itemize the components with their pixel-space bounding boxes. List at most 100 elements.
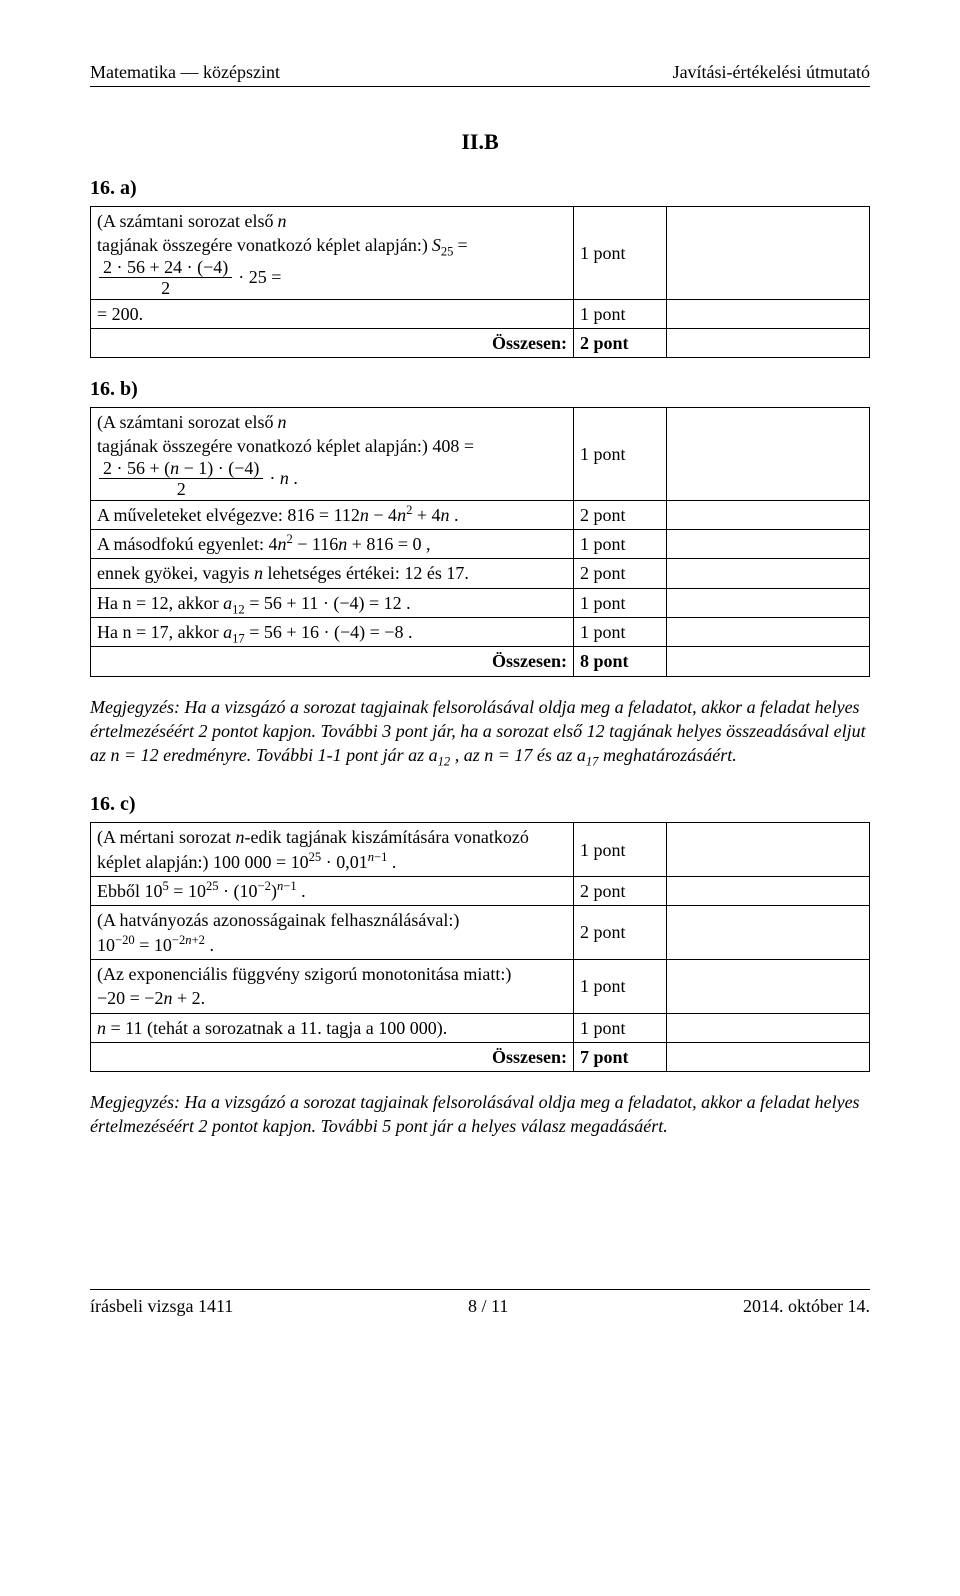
cell-note bbox=[667, 906, 870, 960]
denominator: 2 bbox=[99, 278, 232, 297]
task-16a-heading: 16. a) bbox=[90, 175, 870, 202]
cell-note bbox=[667, 617, 870, 646]
table-row: Ha n = 12, akkor a12 = 56 + 11 · (−4) = … bbox=[91, 588, 870, 617]
cell-note bbox=[667, 500, 870, 529]
table-row: = 200. 1 pont bbox=[91, 299, 870, 328]
note-16b: Megjegyzés: Ha a vizsgázó a sorozat tagj… bbox=[90, 695, 870, 768]
table-row: Ebből 105 = 1025 · (10−2)n−1 . 2 pont bbox=[91, 877, 870, 906]
cell-desc: A másodfokú egyenlet: 4n2 − 116n + 816 =… bbox=[91, 530, 574, 559]
text: = bbox=[457, 233, 467, 257]
denominator: 2 bbox=[99, 479, 263, 498]
cell-desc: (A hatványozás azonosságainak felhasznál… bbox=[91, 906, 574, 960]
cell-note bbox=[667, 206, 870, 299]
cell-desc: A műveleteket elvégezve: 816 = 112n − 4n… bbox=[91, 500, 574, 529]
text: · 25 = bbox=[238, 265, 281, 289]
cell-desc: Ha n = 12, akkor a12 = 56 + 11 · (−4) = … bbox=[91, 588, 574, 617]
cell-points: 2 pont bbox=[573, 877, 666, 906]
table-row-total: Összesen: 2 pont bbox=[91, 328, 870, 357]
cell-desc: (Az exponenciális függvény szigorú monot… bbox=[91, 959, 574, 1013]
cell-points: 2 pont bbox=[573, 906, 666, 960]
footer-rule bbox=[90, 1289, 870, 1290]
note-16c: Megjegyzés: Ha a vizsgázó a sorozat tagj… bbox=[90, 1090, 870, 1139]
numerator: 2 · 56 + (n − 1) · (−4) bbox=[99, 459, 263, 479]
cell-note bbox=[667, 559, 870, 588]
cell-total-points: 8 pont bbox=[573, 647, 666, 676]
table-row: Ha n = 17, akkor a17 = 56 + 16 · (−4) = … bbox=[91, 617, 870, 646]
table-row: (A számtani sorozat első n tagjának össz… bbox=[91, 206, 870, 299]
cell-points: 2 pont bbox=[573, 500, 666, 529]
cell-points: 1 pont bbox=[573, 530, 666, 559]
table-16c: (A mértani sorozat n-edik tagjának kiszá… bbox=[90, 822, 870, 1072]
cell-points: 1 pont bbox=[573, 959, 666, 1013]
table-row: n = 11 (tehát a sorozatnak a 11. tagja a… bbox=[91, 1013, 870, 1042]
var-n: n bbox=[277, 410, 286, 434]
cell-desc: ennek gyökei, vagyis n lehetséges értéke… bbox=[91, 559, 574, 588]
table-row: (Az exponenciális függvény szigorú monot… bbox=[91, 959, 870, 1013]
cell-desc: (A mértani sorozat n-edik tagjának kiszá… bbox=[91, 823, 574, 877]
table-row: A műveleteket elvégezve: 816 = 112n − 4n… bbox=[91, 500, 870, 529]
cell-desc: Ebből 105 = 1025 · (10−2)n−1 . bbox=[91, 877, 574, 906]
cell-note bbox=[667, 530, 870, 559]
cell-note bbox=[667, 877, 870, 906]
text: · n . bbox=[269, 466, 298, 490]
cell-points: 1 pont bbox=[573, 206, 666, 299]
header-left: Matematika — középszint bbox=[90, 60, 280, 84]
term-S25: S25 bbox=[432, 233, 454, 257]
table-16b: (A számtani sorozat első n tagjának össz… bbox=[90, 407, 870, 676]
cell-points: 1 pont bbox=[573, 408, 666, 501]
text: tagjának összegére vonatkozó képlet alap… bbox=[97, 233, 428, 257]
text: (Az exponenciális függvény szigorú monot… bbox=[97, 962, 567, 986]
text: tagjának összegére vonatkozó képlet alap… bbox=[97, 434, 474, 458]
table-row: ennek gyökei, vagyis n lehetséges értéke… bbox=[91, 559, 870, 588]
cell-note bbox=[667, 647, 870, 676]
cell-note bbox=[667, 959, 870, 1013]
cell-note bbox=[667, 299, 870, 328]
cell-desc: n = 11 (tehát a sorozatnak a 11. tagja a… bbox=[91, 1013, 574, 1042]
page-header: Matematika — középszint Javítási-értékel… bbox=[90, 60, 870, 84]
cell-note bbox=[667, 328, 870, 357]
footer-center: 8 / 11 bbox=[468, 1294, 508, 1318]
header-rule bbox=[90, 86, 870, 87]
footer-left: írásbeli vizsga 1411 bbox=[90, 1294, 233, 1318]
cell-total-points: 2 pont bbox=[573, 328, 666, 357]
footer-right: 2014. október 14. bbox=[743, 1294, 870, 1318]
cell-desc: Ha n = 17, akkor a17 = 56 + 16 · (−4) = … bbox=[91, 617, 574, 646]
cell-points: 1 pont bbox=[573, 1013, 666, 1042]
cell-note bbox=[667, 408, 870, 501]
table-row: (A mértani sorozat n-edik tagjának kiszá… bbox=[91, 823, 870, 877]
cell-total-label: Összesen: bbox=[91, 328, 574, 357]
table-row-total: Összesen: 7 pont bbox=[91, 1042, 870, 1071]
table-16a: (A számtani sorozat első n tagjának össz… bbox=[90, 206, 870, 358]
var-n: n bbox=[277, 209, 286, 233]
table-row: (A számtani sorozat első n tagjának össz… bbox=[91, 408, 870, 501]
cell-points: 1 pont bbox=[573, 823, 666, 877]
text: (A hatványozás azonosságainak felhasznál… bbox=[97, 908, 567, 932]
header-right: Javítási-értékelési útmutató bbox=[673, 60, 870, 84]
fraction: 2 · 56 + (n − 1) · (−4) 2 bbox=[99, 459, 263, 498]
section-label: II.B bbox=[90, 127, 870, 157]
cell-total-label: Összesen: bbox=[91, 647, 574, 676]
text: (A számtani sorozat első bbox=[97, 410, 273, 434]
fraction: 2 · 56 + 24 · (−4) 2 bbox=[99, 258, 232, 297]
cell-points: 2 pont bbox=[573, 559, 666, 588]
cell-points: 1 pont bbox=[573, 588, 666, 617]
table-row: A másodfokú egyenlet: 4n2 − 116n + 816 =… bbox=[91, 530, 870, 559]
task-16b-heading: 16. b) bbox=[90, 376, 870, 403]
cell-note bbox=[667, 1013, 870, 1042]
cell-desc: (A számtani sorozat első n tagjának össz… bbox=[91, 408, 574, 501]
numerator: 2 · 56 + 24 · (−4) bbox=[99, 258, 232, 278]
cell-desc: (A számtani sorozat első n tagjának össz… bbox=[91, 206, 574, 299]
table-row: (A hatványozás azonosságainak felhasznál… bbox=[91, 906, 870, 960]
cell-note bbox=[667, 588, 870, 617]
cell-note bbox=[667, 1042, 870, 1071]
table-row-total: Összesen: 8 pont bbox=[91, 647, 870, 676]
text: (A számtani sorozat első bbox=[97, 209, 273, 233]
cell-points: 1 pont bbox=[573, 617, 666, 646]
cell-points: 1 pont bbox=[573, 299, 666, 328]
cell-note bbox=[667, 823, 870, 877]
task-16c-heading: 16. c) bbox=[90, 791, 870, 818]
cell-desc: = 200. bbox=[91, 299, 574, 328]
cell-total-points: 7 pont bbox=[573, 1042, 666, 1071]
page-footer: írásbeli vizsga 1411 8 / 11 2014. októbe… bbox=[90, 1289, 870, 1318]
cell-total-label: Összesen: bbox=[91, 1042, 574, 1071]
